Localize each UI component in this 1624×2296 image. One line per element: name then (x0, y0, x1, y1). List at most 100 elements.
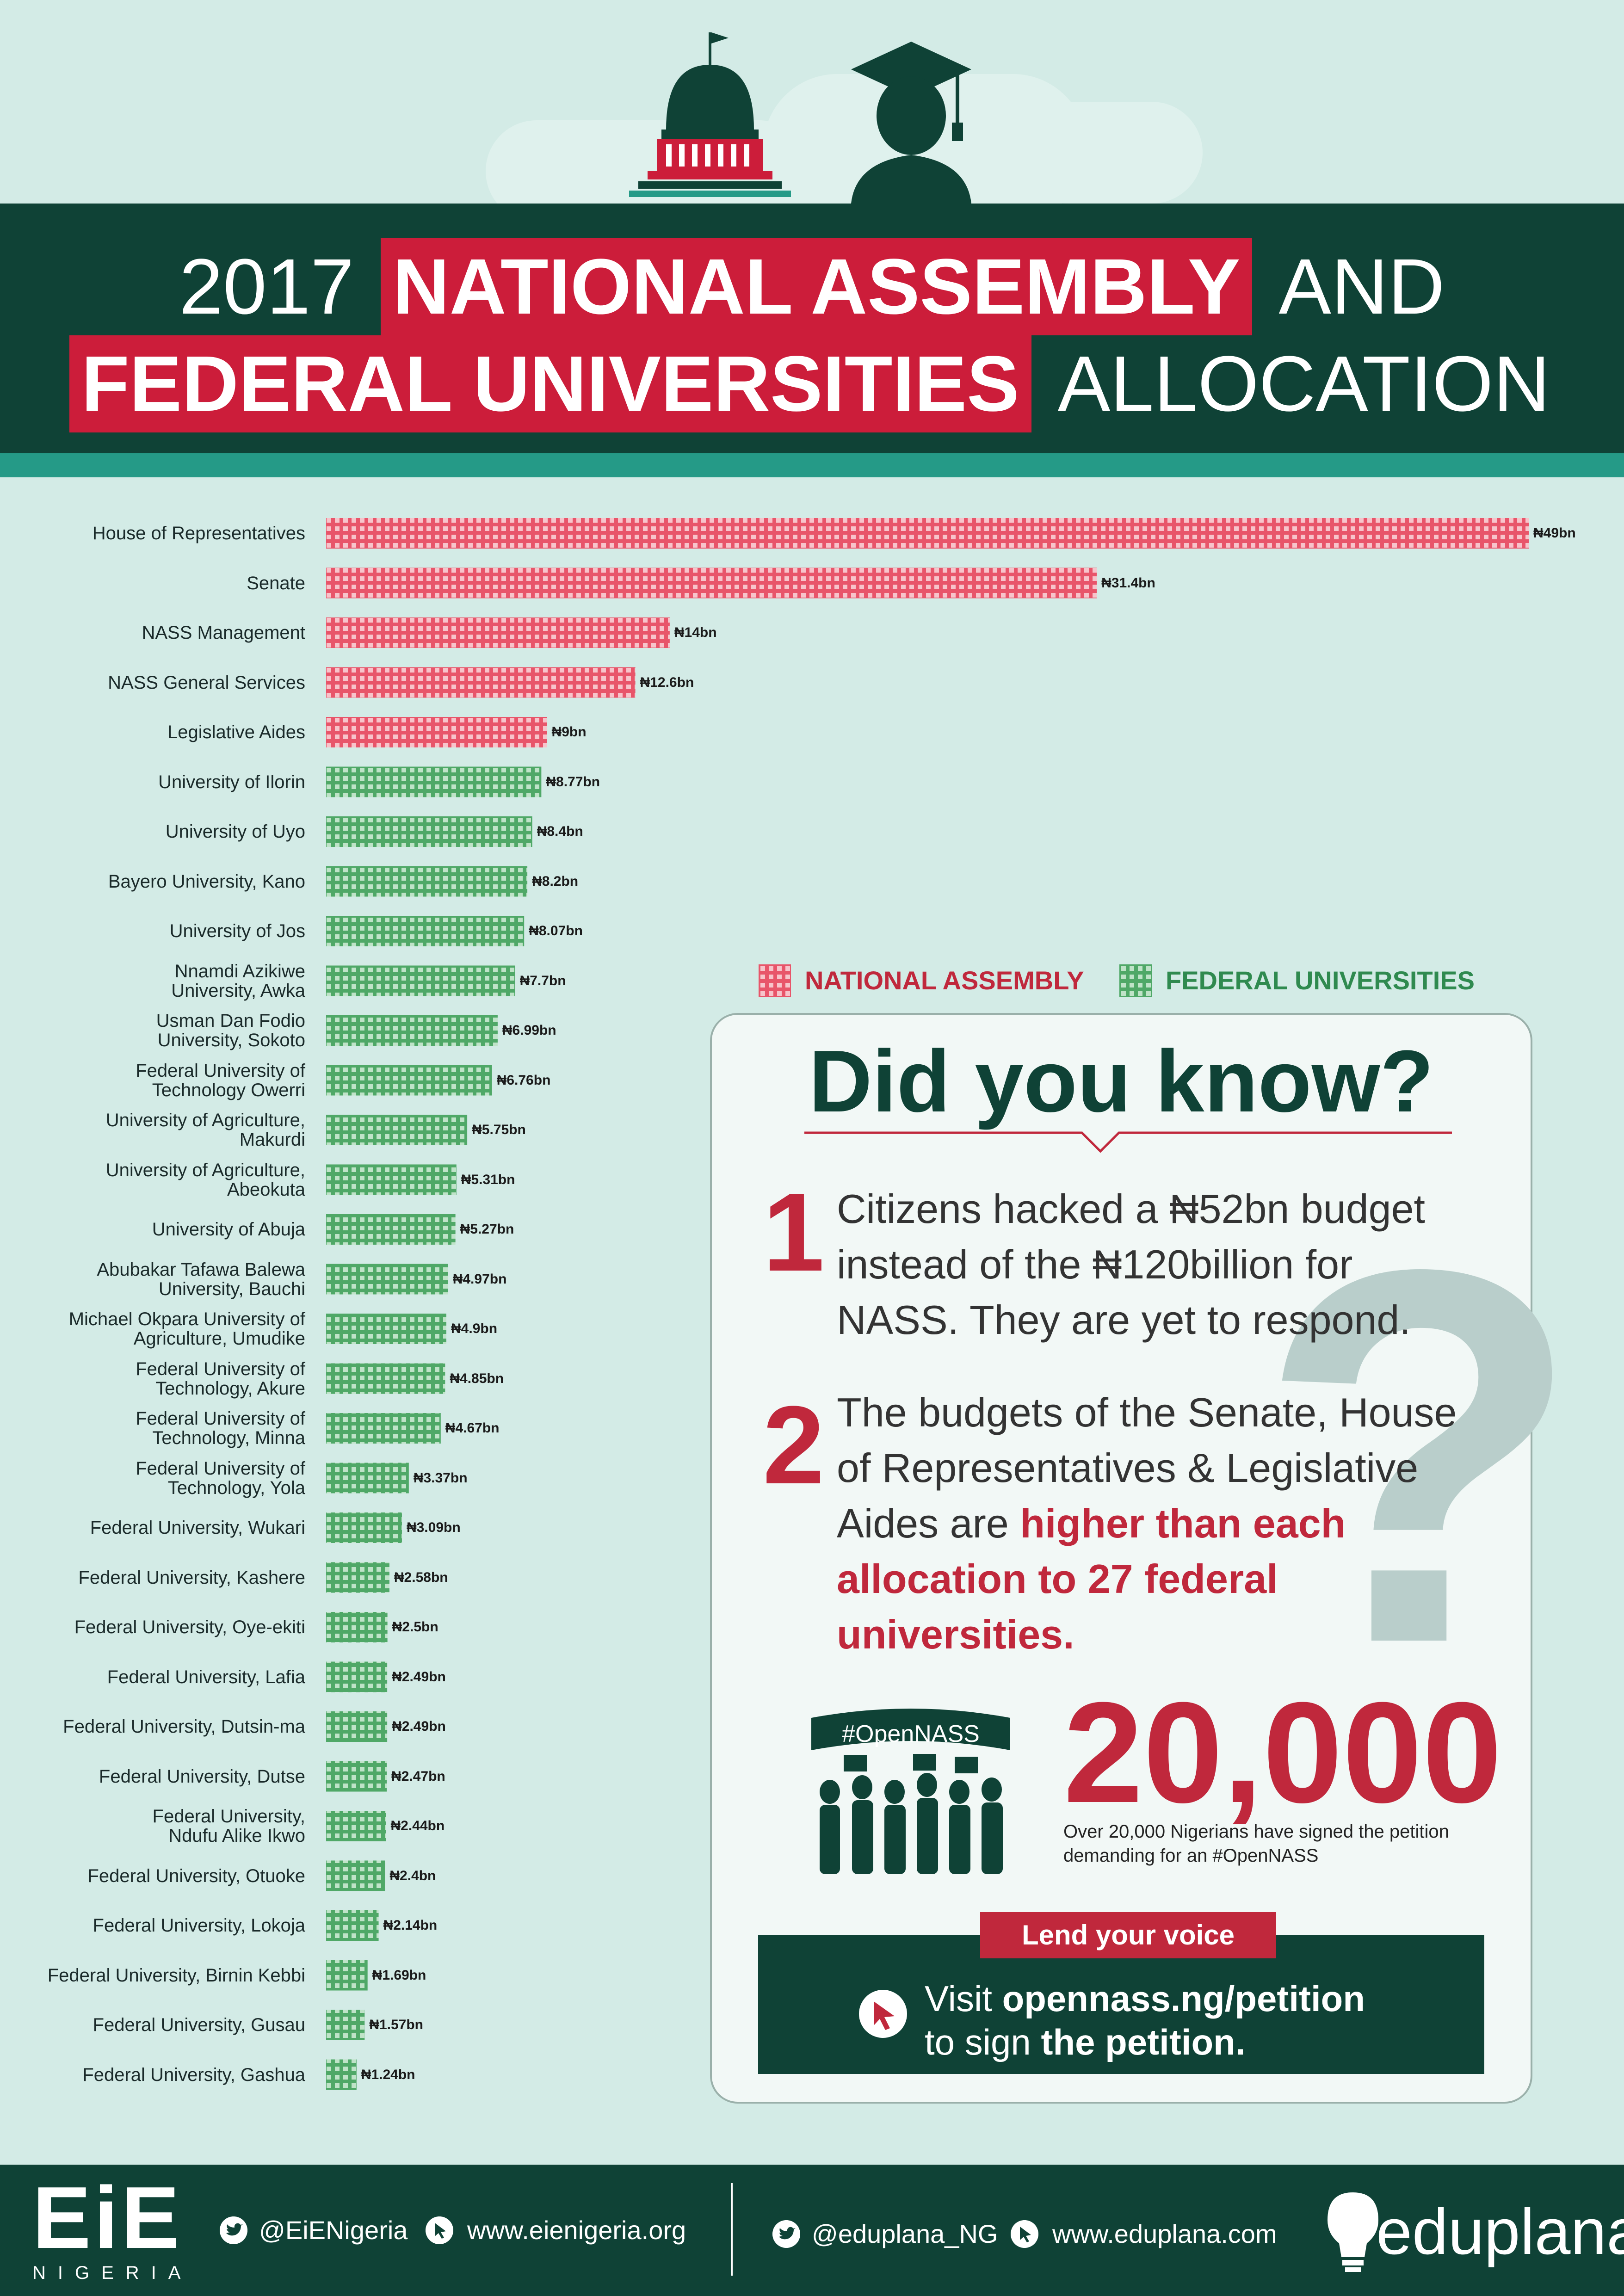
category-label: Federal University, Gusau (19, 2015, 305, 2035)
top-illustration-band (0, 0, 1624, 222)
category-label: Federal University of Technology, Yola (19, 1459, 305, 1498)
cloud-decoration (1018, 102, 1203, 204)
category-label: Federal University, Gashua (19, 2065, 305, 2085)
fact-2-line-3-plain: Aides are (837, 1500, 1020, 1546)
eduplana-twitter-handle[interactable]: @eduplana_NG (812, 2219, 998, 2248)
category-label-line: Abubakar Tafawa Balewa (97, 1259, 305, 1280)
category-label-line: Michael Okpara University of (68, 1309, 305, 1329)
category-label: Federal University, Dutsin-ma (19, 1717, 305, 1736)
bar-24 (326, 1711, 388, 1742)
category-label: Federal University, Dutse (19, 1767, 305, 1786)
value-label: ₦2.49bn (392, 1719, 446, 1734)
petition-link[interactable]: opennass.ng/petition (1002, 1978, 1365, 2019)
category-label: University of Jos (19, 921, 305, 941)
category-label: NASS General Services (19, 673, 305, 692)
category-label-line: Federal University, Birnin Kebbi (47, 1965, 305, 1986)
capitol-dome-icon (629, 32, 791, 197)
chart-bars-svg (326, 518, 1529, 2090)
bar-28 (326, 1910, 379, 1941)
bar-4 (326, 717, 547, 747)
petition-cta-text: Visit opennass.ng/petition to sign the p… (925, 1977, 1470, 2064)
value-label: ₦2.44bn (390, 1818, 445, 1833)
category-label: Federal University of Technology, Akure (19, 1359, 305, 1398)
bar-1 (326, 568, 1097, 599)
value-label: ₦2.5bn (392, 1619, 438, 1635)
signature-count-caption: Over 20,000 Nigerians have signed the pe… (1063, 1821, 1449, 1866)
petition-cta-box[interactable]: Lend your voice Visit opennass.ng/petiti… (758, 1912, 1484, 2074)
fact-2-line: of Representatives & Legislative (837, 1445, 1419, 1491)
category-label: University of Ilorin (19, 772, 305, 792)
legend-swatch-national-assembly (759, 964, 791, 997)
category-label-line: University of Agriculture, (105, 1110, 305, 1130)
footer-divider (731, 2183, 733, 2276)
value-label: ₦49bn (1533, 525, 1576, 541)
bar-6 (326, 816, 532, 847)
category-label: Abubakar Tafawa Balewa University, Bauchi (19, 1260, 305, 1299)
category-label-line: University, Sokoto (157, 1030, 305, 1050)
eie-logo-subtext: NIGERIA (32, 2263, 193, 2283)
category-label-line: University, Awka (171, 980, 305, 1001)
category-label-line: NASS Management (142, 623, 305, 643)
category-label-line: University of Agriculture, (105, 1160, 305, 1180)
category-label-line: Federal University, Gusau (93, 2015, 305, 2035)
lend-your-voice-badge: Lend your voice (980, 1912, 1276, 1958)
fact-1-number: 1 (763, 1170, 825, 1294)
header-accent-strip (0, 453, 1624, 477)
cta-line-1: Visit opennass.ng/petition (925, 1977, 1470, 2020)
fact-1-line: NASS. They are yet to respond. (837, 1297, 1411, 1343)
value-label: ₦31.4bn (1101, 575, 1155, 591)
cursor-icon (1011, 2220, 1038, 2248)
category-label: Michael Okpara University of Agriculture,… (19, 1309, 305, 1348)
category-label-line: Federal University of (136, 1060, 305, 1081)
category-label-line: Federal University, Gashua (82, 2064, 305, 2085)
category-label: Bayero University, Kano (19, 872, 305, 891)
bar-21 (326, 1562, 389, 1593)
category-label: Federal University, Birnin Kebbi (19, 1966, 305, 1985)
category-label: University of Uyo (19, 822, 305, 841)
fact-2-emphasis: higher than each (1020, 1500, 1346, 1546)
category-label-line: Abeokuta (227, 1179, 305, 1200)
value-label: ₦12.6bn (640, 674, 694, 690)
category-label-line: University, Bauchi (158, 1278, 305, 1299)
eie-logo: EiE (32, 2169, 183, 2267)
cta-to-sign: to sign (925, 2022, 1041, 2062)
category-label-line: Federal University, Kashere (78, 1567, 305, 1588)
legend-label-federal-universities: FEDERAL UNIVERSITIES (1166, 966, 1475, 995)
did-you-know-card: ? Did you know? 1 Citizens hacked a ₦52b… (710, 1013, 1582, 2104)
category-label: Nnamdi Azikiwe University, Awka (19, 962, 305, 1000)
value-label: ₦4.97bn (452, 1271, 507, 1287)
fact-1-text: Citizens hacked a ₦52bn budget instead o… (837, 1181, 1507, 1348)
bar-13 (326, 1164, 457, 1195)
cta-the-petition: the petition. (1041, 2022, 1246, 2062)
category-label-line: Federal University, (152, 1806, 305, 1827)
category-label-line: University of Ilorin (158, 772, 305, 792)
bar-18 (326, 1413, 441, 1444)
value-label: ₦1.69bn (372, 1967, 426, 1983)
header-banner: 2017 NATIONAL ASSEMBLY AND FEDERAL UNIVE… (0, 204, 1624, 453)
cta-line-2: to sign the petition. (925, 2020, 1470, 2064)
category-label-line: Technology, Minna (152, 1428, 305, 1448)
category-label: Usman Dan Fodio University, Sokoto (19, 1011, 305, 1050)
eduplana-website[interactable]: www.eduplana.com (1052, 2219, 1277, 2248)
value-label: ₦2.49bn (392, 1669, 446, 1685)
value-label: ₦7.7bn (519, 973, 566, 988)
value-label: ₦3.37bn (413, 1470, 468, 1486)
bar-16 (326, 1314, 446, 1344)
category-label-line: Agriculture, Umudike (133, 1328, 305, 1349)
value-label: ₦2.58bn (394, 1569, 448, 1585)
value-label: ₦8.4bn (537, 824, 583, 839)
category-label: University of Agriculture, Abeokuta (19, 1160, 305, 1199)
category-label: Legislative Aides (19, 722, 305, 742)
eie-website[interactable]: www.eienigeria.org (467, 2216, 686, 2245)
value-label: ₦1.24bn (361, 2067, 415, 2082)
footer: EiE NIGERIA @EiENigeria www.eienigeria.o… (0, 2165, 1624, 2296)
bar-3 (326, 667, 636, 698)
eie-twitter-handle[interactable]: @EiENigeria (259, 2216, 408, 2245)
category-label-line: Technology Owerri (152, 1080, 305, 1100)
title-line-1: 2017 NATIONAL ASSEMBLY AND (0, 238, 1624, 335)
legend-label-national-assembly: NATIONAL ASSEMBLY (805, 966, 1084, 995)
cursor-icon (426, 2216, 453, 2244)
category-label-line: Federal University, Lafia (107, 1666, 305, 1687)
bar-9 (326, 965, 515, 996)
opennass-logo-icon (859, 1990, 907, 2038)
